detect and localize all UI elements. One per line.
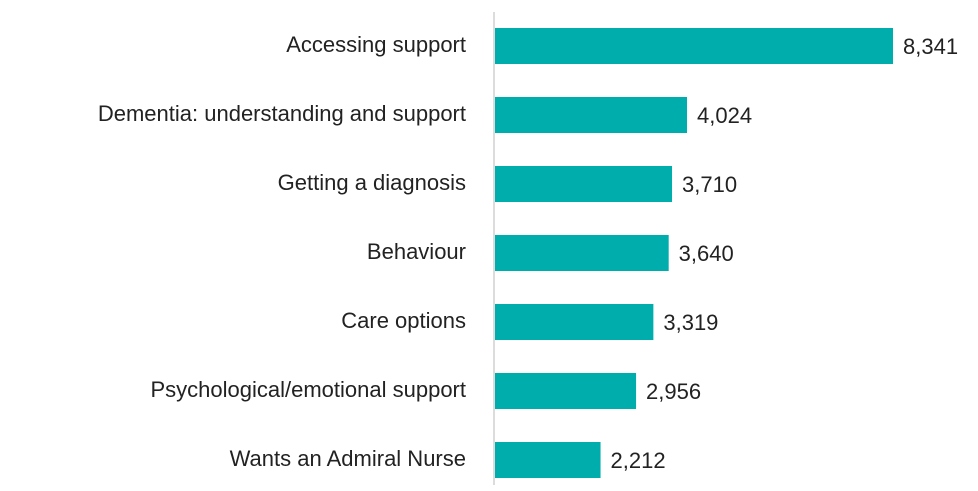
bar: [495, 166, 673, 202]
value-label: 3,319: [663, 310, 718, 335]
category-label: Accessing support: [286, 32, 466, 57]
value-label: 2,956: [646, 379, 701, 404]
category-label: Behaviour: [367, 239, 466, 264]
bar: [495, 442, 601, 478]
category-label: Care options: [341, 308, 466, 333]
category-label: Dementia: understanding and support: [98, 101, 466, 126]
bar: [495, 28, 893, 64]
bar: [495, 235, 669, 271]
category-label: Getting a diagnosis: [278, 170, 466, 195]
bar: [495, 97, 688, 133]
bar: [495, 373, 637, 409]
category-label: Wants an Admiral Nurse: [230, 446, 466, 471]
value-label: 3,710: [682, 172, 737, 197]
value-label: 2,212: [611, 448, 666, 473]
value-label: 8,341: [903, 34, 958, 59]
value-label: 4,024: [697, 103, 752, 128]
bar: [495, 304, 654, 340]
value-label: 3,640: [679, 241, 734, 266]
category-label: Psychological/emotional support: [150, 377, 466, 402]
